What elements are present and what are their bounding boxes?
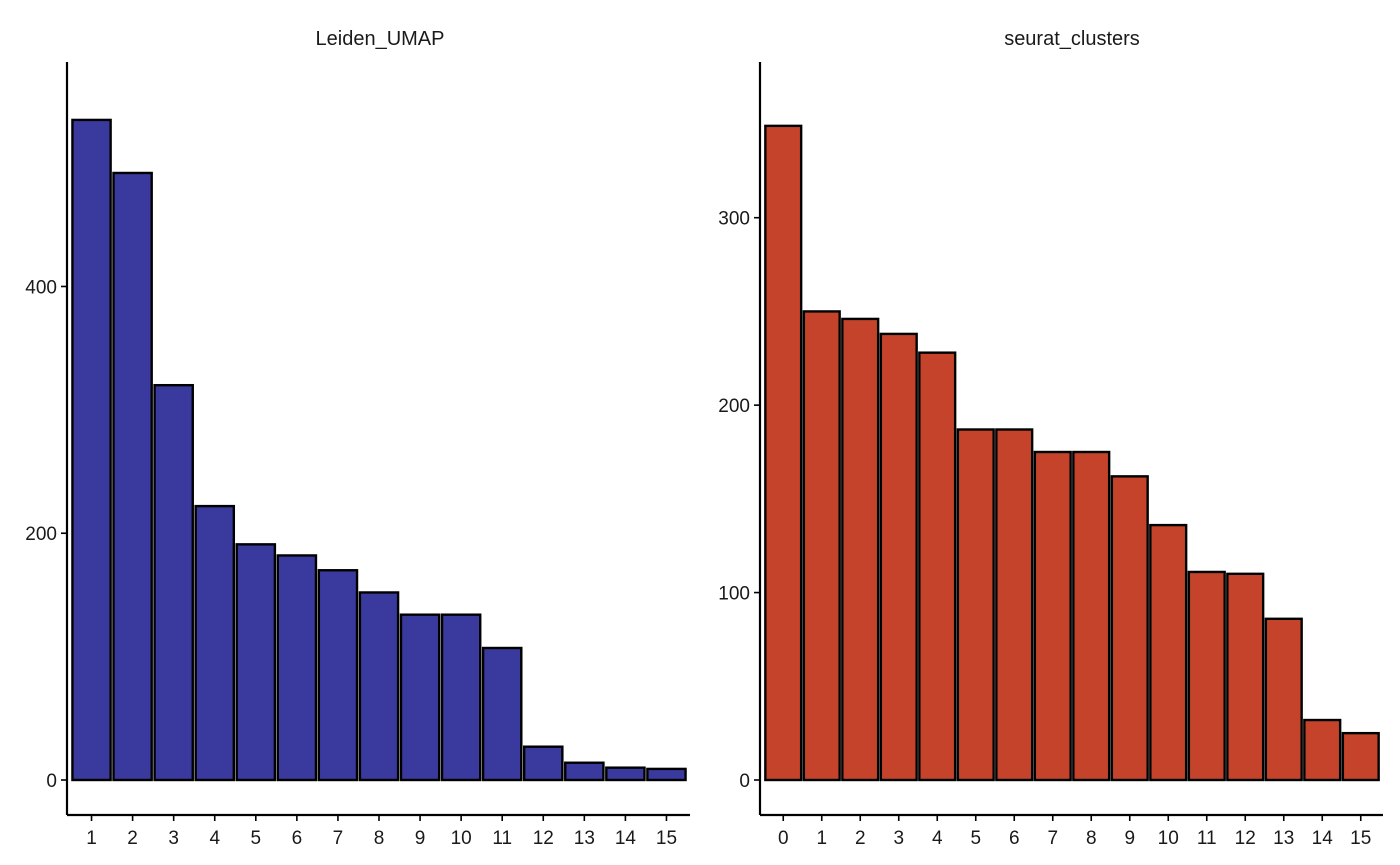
leiden-umap-x-tick-label: 2 <box>127 828 138 849</box>
seurat-clusters-x-tick-label: 9 <box>1124 828 1135 849</box>
leiden-umap-x-tick-label: 6 <box>292 828 303 849</box>
seurat-clusters-bar-0 <box>764 124 803 782</box>
seurat-clusters-x-tick-label: 5 <box>970 828 981 849</box>
leiden-umap-x-tick-label: 9 <box>415 828 426 849</box>
seurat-clusters-x-tick-label: 7 <box>1047 828 1058 849</box>
leiden-umap-x-tick-label: 5 <box>251 828 262 849</box>
seurat-clusters-x-tick-label: 0 <box>778 828 789 849</box>
leiden-umap-x-tick-label: 10 <box>451 828 472 849</box>
seurat-clusters-bar-5 <box>956 428 995 782</box>
seurat-clusters-bar-7 <box>1033 450 1072 782</box>
seurat-clusters-y-tick-label: 200 <box>718 396 750 417</box>
seurat-clusters-bar-1 <box>802 310 841 782</box>
leiden-umap-bar-7 <box>317 569 359 782</box>
seurat-clusters-x-tick-label: 3 <box>893 828 904 849</box>
seurat-clusters-x-tick-label: 2 <box>855 828 866 849</box>
seurat-clusters-x-tick-label: 6 <box>1009 828 1020 849</box>
leiden-umap-bar-3 <box>153 383 194 782</box>
seurat-clusters-x-tick-label: 11 <box>1197 828 1217 849</box>
leiden-umap-bar-6 <box>276 554 318 782</box>
seurat-clusters-x-tick-label: 1 <box>816 828 827 849</box>
seurat-clusters-bar-4 <box>918 351 957 782</box>
leiden-umap-bar-14 <box>605 766 646 782</box>
seurat-clusters-bar-6 <box>995 428 1034 782</box>
seurat-clusters-panel: seurat_clusters 0 1 2 3 4 5 6 7 8 9 10 11 12 13 14 1501… <box>718 28 1383 849</box>
leiden-umap-x-tick-label: 15 <box>656 828 677 849</box>
leiden-umap-y-tick-label: 200 <box>25 524 57 545</box>
seurat-clusters-bar-13 <box>1264 617 1303 782</box>
leiden-umap-x-tick-label: 13 <box>574 828 595 849</box>
seurat-clusters-bar-15 <box>1341 731 1380 782</box>
leiden-umap-bar-5 <box>235 543 277 782</box>
leiden-umap-x-tick-label: 8 <box>374 828 385 849</box>
leiden-umap-x-tick-label: 12 <box>533 828 554 849</box>
seurat-clusters-x-tick-label: 8 <box>1086 828 1097 849</box>
seurat-clusters-y-tick-label: 100 <box>718 584 750 605</box>
leiden-umap-y-tick-label: 400 <box>25 277 57 298</box>
seurat-clusters-x-tick-label: 10 <box>1158 828 1179 849</box>
leiden-umap-bar-10 <box>440 613 482 782</box>
leiden-umap-x-tick-label: 3 <box>168 828 179 849</box>
seurat-clusters-bar-9 <box>1110 475 1149 782</box>
leiden-umap-x-tick-label: 1 <box>86 828 97 849</box>
seurat-clusters-y-tick-label: 0 <box>739 771 750 792</box>
leiden-umap-bar-13 <box>564 761 605 782</box>
seurat-clusters-x-tick-label: 15 <box>1350 828 1371 849</box>
leiden-umap-bar-12 <box>522 745 564 782</box>
leiden-umap-bar-9 <box>399 613 441 782</box>
leiden-umap-title: Leiden_UMAP <box>316 28 445 50</box>
seurat-clusters-bar-8 <box>1072 450 1111 782</box>
seurat-clusters-bar-11 <box>1187 570 1226 782</box>
leiden-umap-x-tick-label: 11 <box>492 828 512 849</box>
leiden-umap-x-tick-label: 4 <box>209 828 220 849</box>
seurat-clusters-bar-10 <box>1149 523 1188 782</box>
leiden-umap-x-tick-label: 14 <box>615 828 637 849</box>
seurat-clusters-bar-12 <box>1226 572 1265 782</box>
seurat-clusters-x-tick-label: 12 <box>1235 828 1256 849</box>
seurat-clusters-x-tick-label: 4 <box>932 828 943 849</box>
leiden-umap-bar-4 <box>194 504 236 782</box>
leiden-umap-bar-1 <box>71 118 112 782</box>
seurat-clusters-x-tick-label: 14 <box>1312 828 1334 849</box>
seurat-clusters-x-tick-label: 13 <box>1273 828 1294 849</box>
leiden-umap-bar-2 <box>112 171 153 782</box>
seurat-clusters-y-tick-label: 300 <box>718 209 750 230</box>
leiden-umap-y-tick-label: 0 <box>46 771 57 792</box>
seurat-clusters-bar-2 <box>841 317 880 782</box>
leiden-umap-x-tick-label: 7 <box>333 828 344 849</box>
seurat-clusters-bar-3 <box>879 332 918 782</box>
leiden-umap-bar-11 <box>481 646 523 782</box>
leiden-umap-bar-15 <box>646 767 687 782</box>
leiden-umap-bar-8 <box>358 591 400 782</box>
seurat-clusters-title: seurat_clusters <box>1004 28 1140 50</box>
seurat-clusters-bar-14 <box>1303 718 1342 782</box>
